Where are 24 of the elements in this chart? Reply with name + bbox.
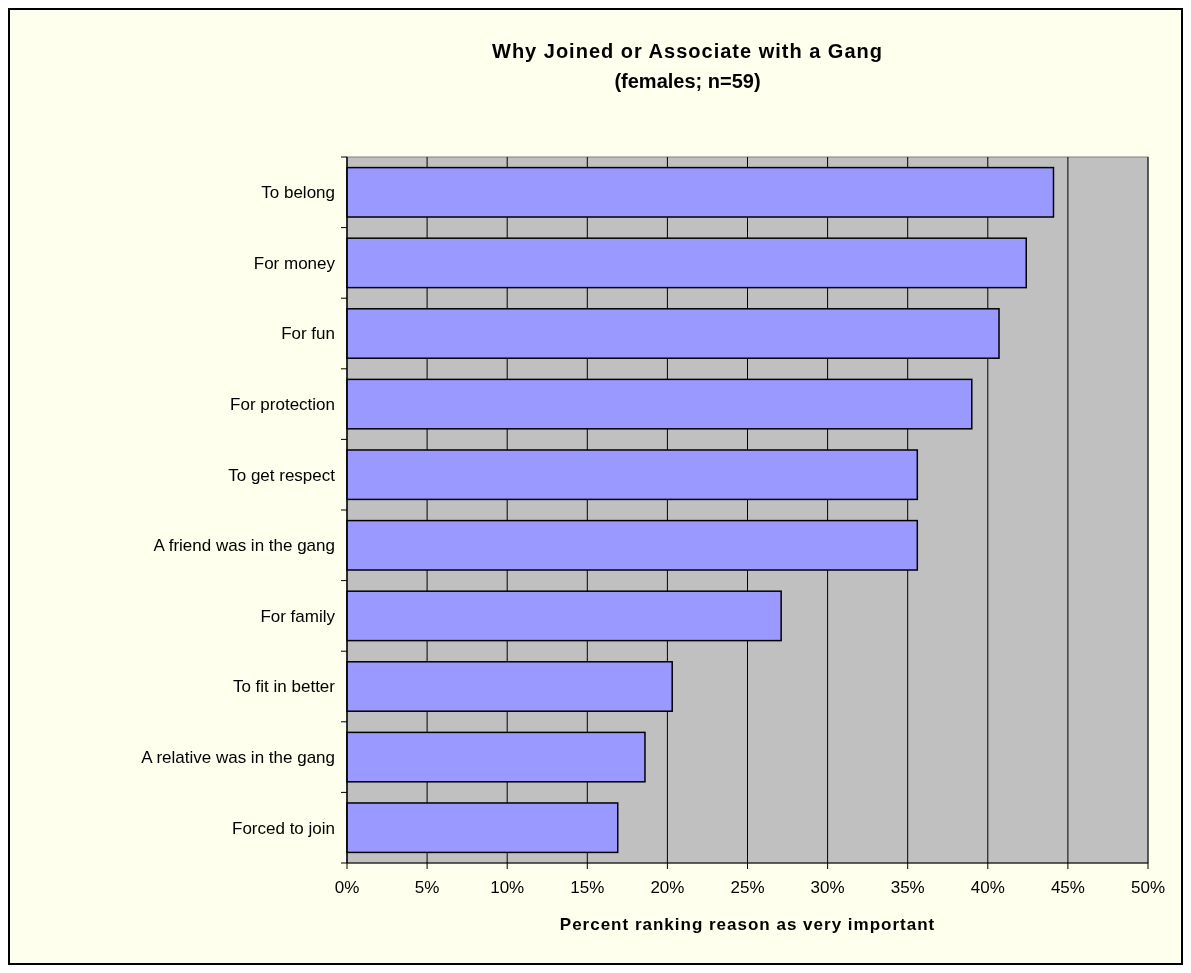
chart-subtitle: (females; n=59): [614, 70, 761, 92]
x-tick-label: 20%: [650, 878, 685, 897]
y-tick-label: For money: [253, 253, 336, 273]
y-tick-label: Forced to join: [232, 818, 335, 838]
x-tick-label: 30%: [810, 878, 845, 897]
x-tick-label: 10%: [490, 878, 525, 897]
chart-title: Why Joined or Associate with a Gang: [492, 40, 883, 62]
x-tick-label: 0%: [334, 878, 360, 897]
y-tick-label: To belong: [261, 183, 335, 203]
x-tick-label: 40%: [970, 878, 1005, 897]
y-tick-label: For family: [260, 606, 336, 626]
y-tick-label: To fit in better: [232, 677, 336, 697]
x-tick-label: 50%: [1130, 878, 1166, 897]
x-tick-label: 5%: [414, 878, 440, 897]
y-tick-label: To get respect: [228, 465, 336, 485]
x-tick-label: 45%: [1050, 878, 1085, 897]
y-tick-label: A friend was in the gang: [153, 536, 335, 556]
x-axis-title: Percent ranking reason as very important: [559, 915, 936, 934]
y-tick-label: For fun: [281, 324, 335, 344]
y-tick-label: A relative was in the gang: [141, 748, 335, 768]
x-tick-label: 25%: [730, 878, 765, 897]
y-tick-label: For protection: [230, 395, 335, 415]
x-tick-label: 15%: [570, 878, 605, 897]
x-tick-label: 35%: [890, 878, 925, 897]
